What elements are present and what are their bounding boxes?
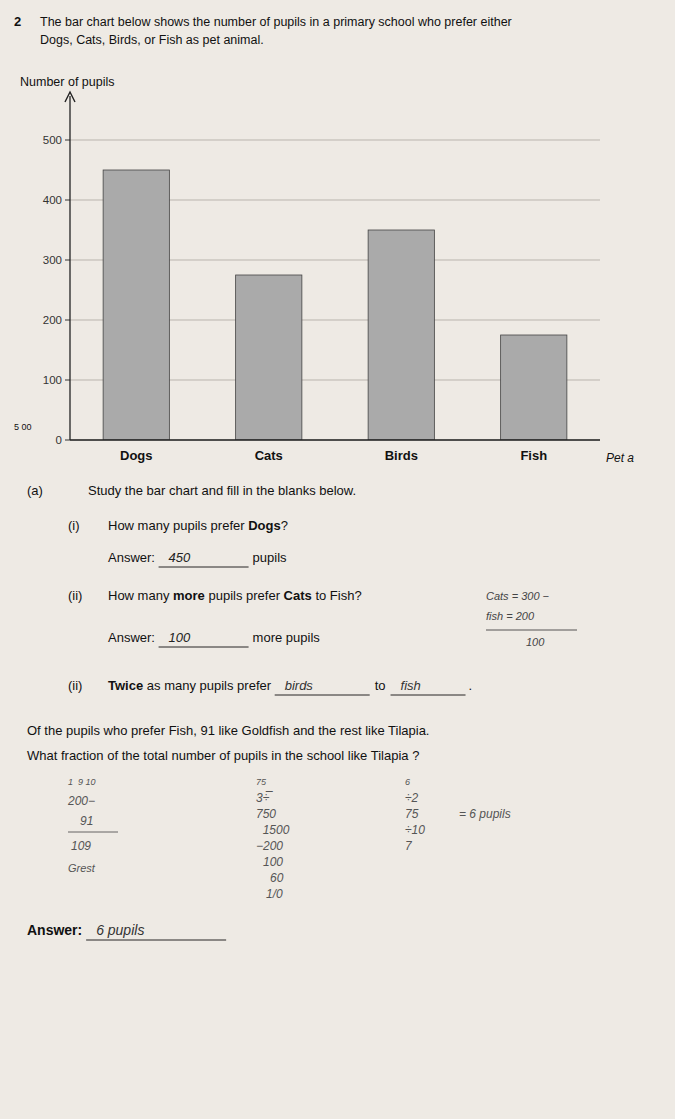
annotation: more <box>173 588 205 603</box>
annotation: Twice <box>108 678 143 693</box>
annotation: fish <box>401 678 421 693</box>
annotation: 100 <box>169 630 191 645</box>
annotation: birds <box>285 678 314 693</box>
x-tick-label: Birds <box>385 448 418 463</box>
annotation: . <box>469 678 473 693</box>
answer-underline <box>68 832 118 833</box>
answer-underline <box>159 567 249 568</box>
annotation: 9 10 <box>78 777 96 787</box>
bar <box>103 170 169 440</box>
x-tick-label: Fish <box>520 448 547 463</box>
answer-underline <box>86 940 226 941</box>
y-axis-label: Number of pupils <box>20 75 115 89</box>
annotation: = 6 pupils <box>459 807 511 821</box>
x-tick-label: Cats <box>255 448 283 463</box>
annotation: 1500 <box>256 823 296 837</box>
annotation: Answer: <box>108 550 159 565</box>
annotation: Study the bar chart and fill in the blan… <box>88 483 356 498</box>
annotation: 3÷̅ <box>256 791 273 805</box>
annotation: more pupils <box>253 630 321 645</box>
x-axis-label: Pet a <box>606 451 634 465</box>
annotation: ? <box>281 518 288 533</box>
annotation: Of the pupils who prefer Fish, 91 like G… <box>27 723 429 738</box>
y-tick <box>65 260 70 261</box>
annotation: 7 <box>405 839 413 853</box>
annotation: fish = 200 <box>486 610 535 622</box>
y-tick-label: 500 <box>43 134 62 146</box>
annotation: Dogs <box>248 518 281 533</box>
annotation: to <box>375 678 386 693</box>
grid-line <box>70 440 600 441</box>
annotation: What fraction of the total number of pup… <box>27 748 419 763</box>
annotation: pupils prefer <box>205 588 284 603</box>
annotation: (i) <box>68 518 80 533</box>
answer-underline <box>391 695 466 696</box>
annotation: 450 <box>169 550 191 565</box>
subtitle: Dogs, Cats, Birds, or Fish as pet animal… <box>40 33 264 47</box>
annotation: 60 <box>270 871 284 885</box>
annotation: Answer: <box>27 922 86 938</box>
annotation: Answer: <box>108 630 159 645</box>
y-tick <box>65 440 70 441</box>
annotation: (ii) <box>68 588 82 603</box>
answer-underline <box>486 630 577 631</box>
bar <box>236 275 302 440</box>
y-axis-arrow <box>65 92 75 102</box>
annotation: ÷2 <box>405 791 419 805</box>
y-tick <box>65 380 70 381</box>
annotation: 5 00 <box>14 422 32 432</box>
annotation: 2 <box>14 14 21 29</box>
annotation: −200 <box>256 839 283 853</box>
annotation: Grest <box>68 862 96 874</box>
y-axis <box>69 96 70 440</box>
annotation: as many pupils prefer <box>143 678 275 693</box>
annotation: Cats = 300 − <box>486 590 550 602</box>
answer-underline <box>159 647 249 648</box>
grid-line <box>70 140 600 141</box>
answer-underline <box>275 695 370 696</box>
x-tick-label: Dogs <box>120 448 153 463</box>
bar <box>368 230 434 440</box>
annotation: 1/0 <box>266 887 283 901</box>
annotation: 75 <box>256 777 267 787</box>
annotation: 75 <box>405 807 419 821</box>
annotation: 91 <box>80 814 93 828</box>
y-tick-label: 400 <box>43 194 62 206</box>
y-tick-label: 300 <box>43 254 62 266</box>
annotation: ÷10 <box>405 823 425 837</box>
annotation: 200− <box>67 794 95 808</box>
annotation: 109 <box>71 839 91 853</box>
annotation: 100 <box>263 855 283 869</box>
title: The bar chart below shows the number of … <box>40 15 512 29</box>
y-tick-label: 200 <box>43 314 62 326</box>
annotation: 1 <box>68 777 73 787</box>
x-axis <box>70 439 600 440</box>
y-tick-label: 0 <box>56 434 62 446</box>
annotation: to Fish? <box>312 588 362 603</box>
annotation: (ii) <box>68 678 82 693</box>
annotation: How many <box>108 588 173 603</box>
y-tick <box>65 200 70 201</box>
annotation: 750 <box>256 807 276 821</box>
y-tick <box>65 320 70 321</box>
annotation: pupils <box>253 550 287 565</box>
annotation: 100 <box>526 636 545 648</box>
y-tick-label: 100 <box>43 374 62 386</box>
bar <box>501 335 567 440</box>
annotation: How many pupils prefer <box>108 518 248 533</box>
annotation: (a) <box>27 483 43 498</box>
bars <box>103 170 567 440</box>
page: 2 The bar chart below shows the number of… <box>0 0 675 1119</box>
annotation: 6 pupils <box>96 922 144 938</box>
y-tick <box>65 140 70 141</box>
annotation: Cats <box>284 588 312 603</box>
annotation: 6 <box>405 777 410 787</box>
